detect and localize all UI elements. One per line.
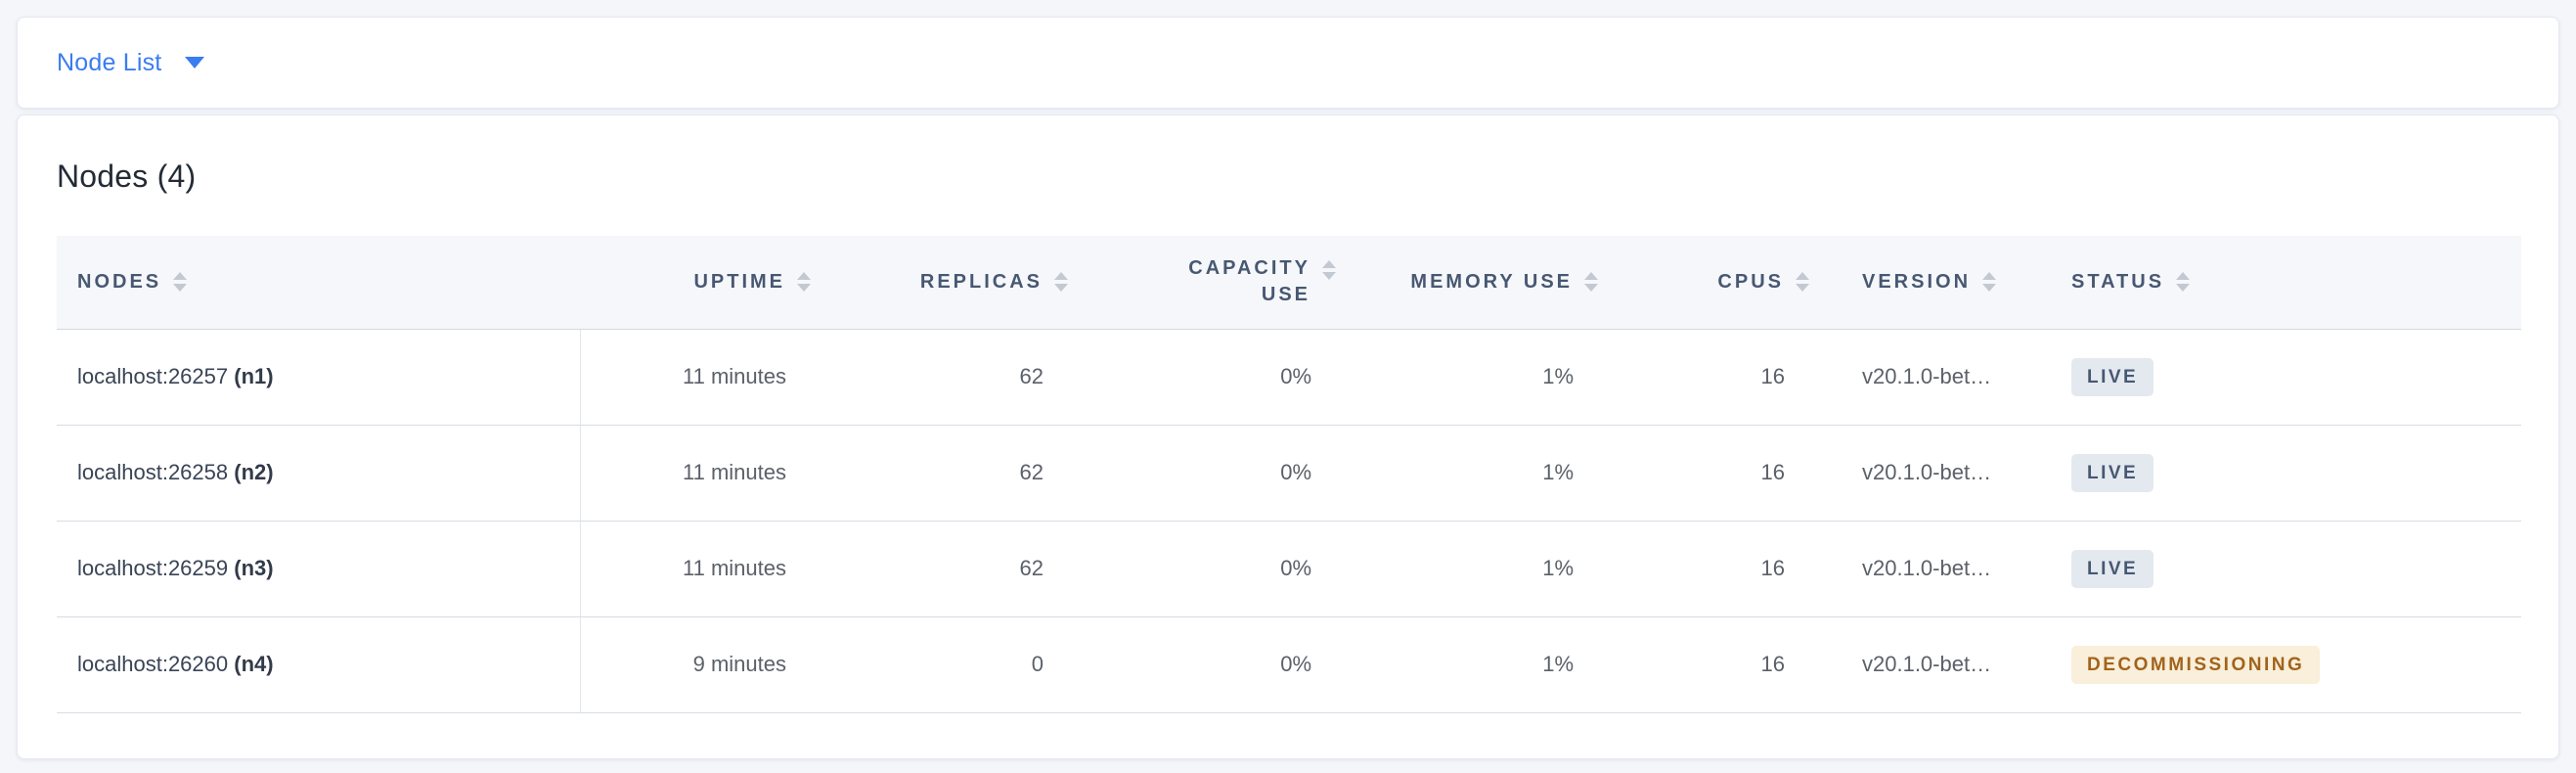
view-selector-bar: Node List: [17, 17, 2559, 109]
node-address-cell: localhost:26260 (n4): [57, 616, 581, 713]
status-cell: LIVE: [2050, 521, 2521, 617]
table-row[interactable]: localhost:26257 (n1) 11 minutes 62 0% 1%…: [57, 329, 2521, 426]
nodes-card: Nodes (4) NODES UPTIME RE: [17, 114, 2559, 759]
column-header-cpus[interactable]: CPUS: [1615, 236, 1826, 330]
uptime-cell: 11 minutes: [580, 425, 827, 522]
column-header-version[interactable]: VERSION: [1826, 236, 2050, 330]
table-row[interactable]: localhost:26260 (n4) 9 minutes 0 0% 1% 1…: [57, 616, 2521, 713]
uptime-cell: 11 minutes: [580, 329, 827, 426]
status-cell: LIVE: [2050, 425, 2521, 522]
cpus-cell: 16: [1615, 616, 1826, 713]
column-header-memory-use[interactable]: MEMORY USE: [1353, 236, 1615, 330]
cpus-cell: 16: [1615, 521, 1826, 617]
capacity-use-cell: 0%: [1085, 521, 1353, 617]
cpus-cell: 16: [1615, 329, 1826, 426]
node-address: localhost:26259: [77, 556, 229, 580]
node-id: (n3): [234, 556, 274, 580]
status-badge: LIVE: [2071, 357, 2154, 396]
node-id: (n4): [234, 652, 274, 676]
status-badge: LIVE: [2071, 453, 2154, 492]
version-cell: v20.1.0-bet…: [1826, 616, 2050, 713]
memory-use-cell: 1%: [1353, 425, 1615, 522]
memory-use-cell: 1%: [1353, 521, 1615, 617]
version-cell: v20.1.0-bet…: [1826, 329, 2050, 426]
sort-icon: [1584, 272, 1599, 293]
memory-use-cell: 1%: [1353, 616, 1615, 713]
node-id: (n2): [234, 460, 274, 484]
sort-icon: [2176, 272, 2191, 293]
table-row[interactable]: localhost:26258 (n2) 11 minutes 62 0% 1%…: [57, 425, 2521, 522]
column-header-status[interactable]: STATUS: [2050, 236, 2521, 330]
view-selector-dropdown[interactable]: Node List: [57, 48, 205, 77]
capacity-use-cell: 0%: [1085, 616, 1353, 713]
sort-icon: [173, 272, 188, 293]
caret-down-icon: [185, 57, 205, 68]
status-badge: DECOMMISSIONING: [2071, 645, 2321, 684]
column-header-nodes[interactable]: NODES: [57, 236, 580, 330]
status-cell: LIVE: [2050, 329, 2521, 426]
status-cell: DECOMMISSIONING: [2050, 616, 2521, 713]
version-cell: v20.1.0-bet…: [1826, 425, 2050, 522]
view-selector-label: Node List: [57, 48, 162, 76]
replicas-cell: 62: [827, 425, 1085, 522]
sort-icon: [1796, 272, 1810, 293]
sort-icon: [1054, 272, 1069, 293]
nodes-table: NODES UPTIME REPLICAS CAPACITY USE: [57, 236, 2521, 713]
version-cell: v20.1.0-bet…: [1826, 521, 2050, 617]
node-address: localhost:26257: [77, 364, 229, 388]
column-header-capacity-use[interactable]: CAPACITY USE: [1085, 236, 1353, 330]
cpus-cell: 16: [1615, 425, 1826, 522]
uptime-cell: 9 minutes: [580, 616, 827, 713]
column-header-replicas[interactable]: REPLICAS: [827, 236, 1085, 330]
sort-icon: [797, 272, 812, 293]
table-row[interactable]: localhost:26259 (n3) 11 minutes 62 0% 1%…: [57, 521, 2521, 617]
node-address: localhost:26260: [77, 652, 229, 676]
node-address-cell: localhost:26259 (n3): [57, 521, 581, 617]
sort-icon: [1322, 260, 1337, 281]
node-address: localhost:26258: [77, 460, 229, 484]
capacity-use-cell: 0%: [1085, 425, 1353, 522]
status-badge: LIVE: [2071, 549, 2154, 588]
column-header-uptime[interactable]: UPTIME: [580, 236, 827, 330]
node-id: (n1): [234, 364, 274, 388]
memory-use-cell: 1%: [1353, 329, 1615, 426]
uptime-cell: 11 minutes: [580, 521, 827, 617]
replicas-cell: 0: [827, 616, 1085, 713]
table-header-row: NODES UPTIME REPLICAS CAPACITY USE: [57, 236, 2521, 330]
sort-icon: [1982, 272, 1997, 293]
replicas-cell: 62: [827, 329, 1085, 426]
node-address-cell: localhost:26258 (n2): [57, 425, 581, 522]
page-title: Nodes (4): [57, 159, 197, 194]
node-address-cell: localhost:26257 (n1): [57, 329, 581, 426]
replicas-cell: 62: [827, 521, 1085, 617]
capacity-use-cell: 0%: [1085, 329, 1353, 426]
